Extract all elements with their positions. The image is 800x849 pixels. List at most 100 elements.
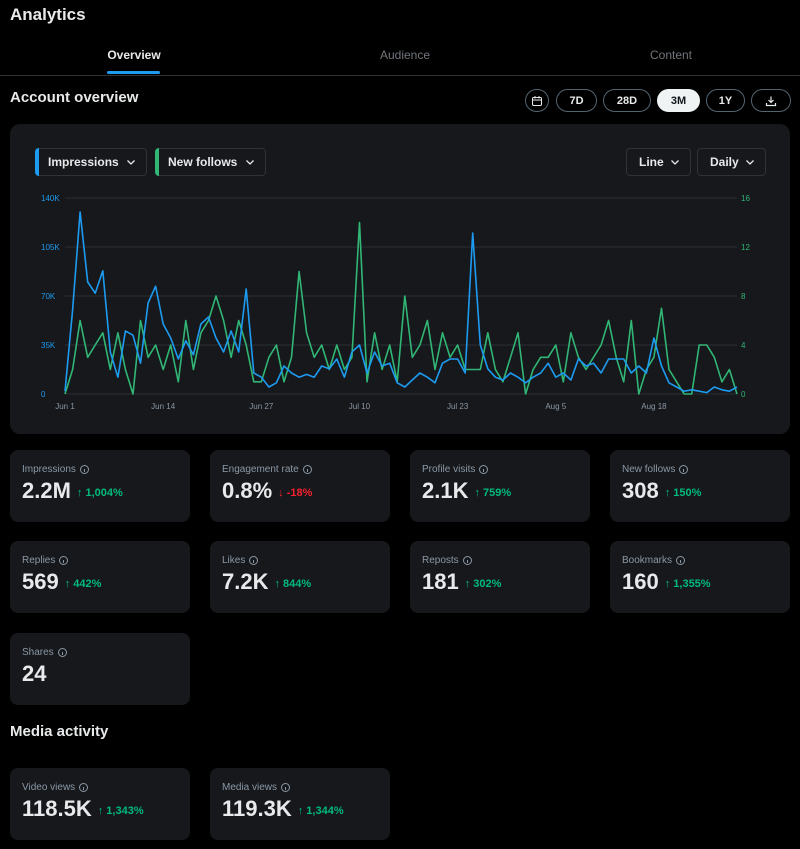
impressions-line: [64, 211, 738, 394]
new-follows-line: [64, 221, 738, 395]
info-icon[interactable]: [79, 783, 89, 792]
info-icon[interactable]: [679, 465, 689, 474]
metric2-label: New follows: [168, 155, 238, 169]
stat-delta: ↑ 442%: [64, 578, 102, 590]
y-right-tick-label: 12: [741, 243, 750, 252]
stat-card-bookmarks: Bookmarks 160 ↑ 1,355%: [610, 541, 790, 613]
stat-label: Media views: [222, 782, 278, 793]
stat-card-impressions: Impressions 2.2M ↑ 1,004%: [10, 450, 190, 522]
stat-delta: ↑ 302%: [464, 578, 502, 590]
stat-card-engagement-rate: Engagement rate 0.8% ↓ -18%: [210, 450, 390, 522]
stat-value: 160: [622, 569, 659, 594]
tab-overview[interactable]: Overview: [107, 48, 161, 62]
stat-card-likes: Likes 7.2K ↑ 844%: [210, 541, 390, 613]
stat-value: 181: [422, 569, 459, 594]
download-button[interactable]: [751, 89, 791, 112]
x-tick-label: Jun 1: [55, 402, 75, 411]
x-tick-label: Jun 14: [151, 402, 176, 411]
y-left-tick-label: 0: [41, 390, 46, 399]
stat-card-new-follows: New follows 308 ↑ 150%: [610, 450, 790, 522]
stat-label: Engagement rate: [222, 464, 299, 475]
stat-value: 0.8%: [222, 478, 273, 503]
range-7d-button[interactable]: 7D: [556, 89, 597, 112]
stat-value: 308: [622, 478, 659, 503]
info-icon[interactable]: [462, 556, 472, 565]
tab-bar: Overview Audience Content: [0, 38, 800, 76]
stat-card-media-views: Media views 119.3K ↑ 1,344%: [210, 768, 390, 840]
y-right-tick-label: 4: [741, 341, 746, 350]
stat-delta: ↑ 1,343%: [97, 805, 144, 817]
calendar-icon: [532, 95, 542, 106]
calendar-button[interactable]: [525, 89, 549, 112]
stat-value: 118.5K: [22, 796, 92, 821]
stat-delta: ↑ 1,355%: [664, 578, 711, 590]
info-icon[interactable]: [281, 783, 291, 792]
y-right-tick-label: 8: [741, 292, 746, 301]
chevron-down-icon: [246, 160, 254, 165]
chevron-down-icon: [671, 160, 679, 165]
metric1-label: Impressions: [48, 155, 119, 169]
metric2-dropdown[interactable]: New follows: [155, 148, 266, 176]
stat-delta: ↑ 1,004%: [76, 487, 123, 499]
stat-card-reposts: Reposts 181 ↑ 302%: [410, 541, 590, 613]
y-left-tick-label: 35K: [41, 341, 56, 350]
y-left-tick-label: 140K: [41, 194, 60, 203]
stat-card-replies: Replies 569 ↑ 442%: [10, 541, 190, 613]
stat-label: Profile visits: [422, 464, 476, 475]
stat-label: Reposts: [422, 555, 459, 566]
range-1y-button[interactable]: 1Y: [706, 89, 745, 112]
stat-delta: ↓ -18%: [278, 487, 313, 499]
granularity-dropdown[interactable]: Daily: [697, 148, 766, 176]
active-tab-indicator: [107, 71, 160, 74]
info-icon[interactable]: [249, 556, 259, 565]
stat-label: New follows: [622, 464, 676, 475]
stat-value: 119.3K: [222, 796, 292, 821]
info-icon[interactable]: [59, 556, 69, 565]
y-right-tick-label: 16: [741, 194, 750, 203]
y-left-tick-label: 105K: [41, 243, 60, 252]
stat-label: Likes: [222, 555, 246, 566]
stat-card-video-views: Video views 118.5K ↑ 1,343%: [10, 768, 190, 840]
stat-delta: ↑ 759%: [474, 487, 512, 499]
chart-type-dropdown[interactable]: Line: [626, 148, 691, 176]
metric1-color-bar: [35, 148, 39, 176]
x-tick-label: Jun 27: [249, 402, 274, 411]
line-chart: 0 0 35K 4 70K 8 105K 12 140K 16 Jun 1 Jun 14 Jun 27 J…: [41, 194, 750, 411]
stat-delta: ↑ 150%: [664, 487, 702, 499]
stat-card-shares: Shares 24: [10, 633, 190, 705]
info-icon[interactable]: [302, 465, 312, 474]
metric2-color-bar: [155, 148, 159, 176]
chevron-down-icon: [746, 160, 754, 165]
range-28d-button[interactable]: 28D: [603, 89, 651, 112]
download-icon: [765, 96, 777, 106]
page-title: Analytics: [10, 5, 86, 24]
x-tick-label: Jul 23: [447, 402, 469, 411]
tab-content[interactable]: Content: [649, 48, 693, 62]
y-left-tick-label: 70K: [41, 292, 56, 301]
metric1-dropdown[interactable]: Impressions: [35, 148, 147, 176]
y-right-tick-label: 0: [741, 390, 746, 399]
account-overview-title: Account overview: [10, 89, 139, 106]
stat-delta: ↑ 1,344%: [297, 805, 344, 817]
chart-type-label: Line: [639, 155, 664, 169]
stat-label: Impressions: [22, 464, 76, 475]
stat-delta: ↑ 844%: [274, 578, 312, 590]
stat-label: Replies: [22, 555, 56, 566]
media-activity-title: Media activity: [10, 723, 109, 740]
range-3m-button[interactable]: 3M: [657, 89, 700, 112]
stat-label: Bookmarks: [622, 555, 673, 566]
stat-value: 2.2M: [22, 478, 71, 503]
info-icon[interactable]: [676, 556, 686, 565]
x-tick-label: Aug 18: [641, 402, 667, 411]
stat-value: 7.2K: [222, 569, 269, 594]
granularity-label: Daily: [710, 155, 739, 169]
info-icon[interactable]: [79, 465, 89, 474]
x-tick-label: Aug 5: [545, 402, 566, 411]
stat-card-profile-visits: Profile visits 2.1K ↑ 759%: [410, 450, 590, 522]
tab-audience[interactable]: Audience: [379, 48, 431, 62]
info-icon[interactable]: [57, 648, 67, 657]
x-tick-label: Jul 10: [349, 402, 371, 411]
stat-value: 2.1K: [422, 478, 469, 503]
info-icon[interactable]: [479, 465, 489, 474]
stat-value: 569: [22, 569, 59, 594]
